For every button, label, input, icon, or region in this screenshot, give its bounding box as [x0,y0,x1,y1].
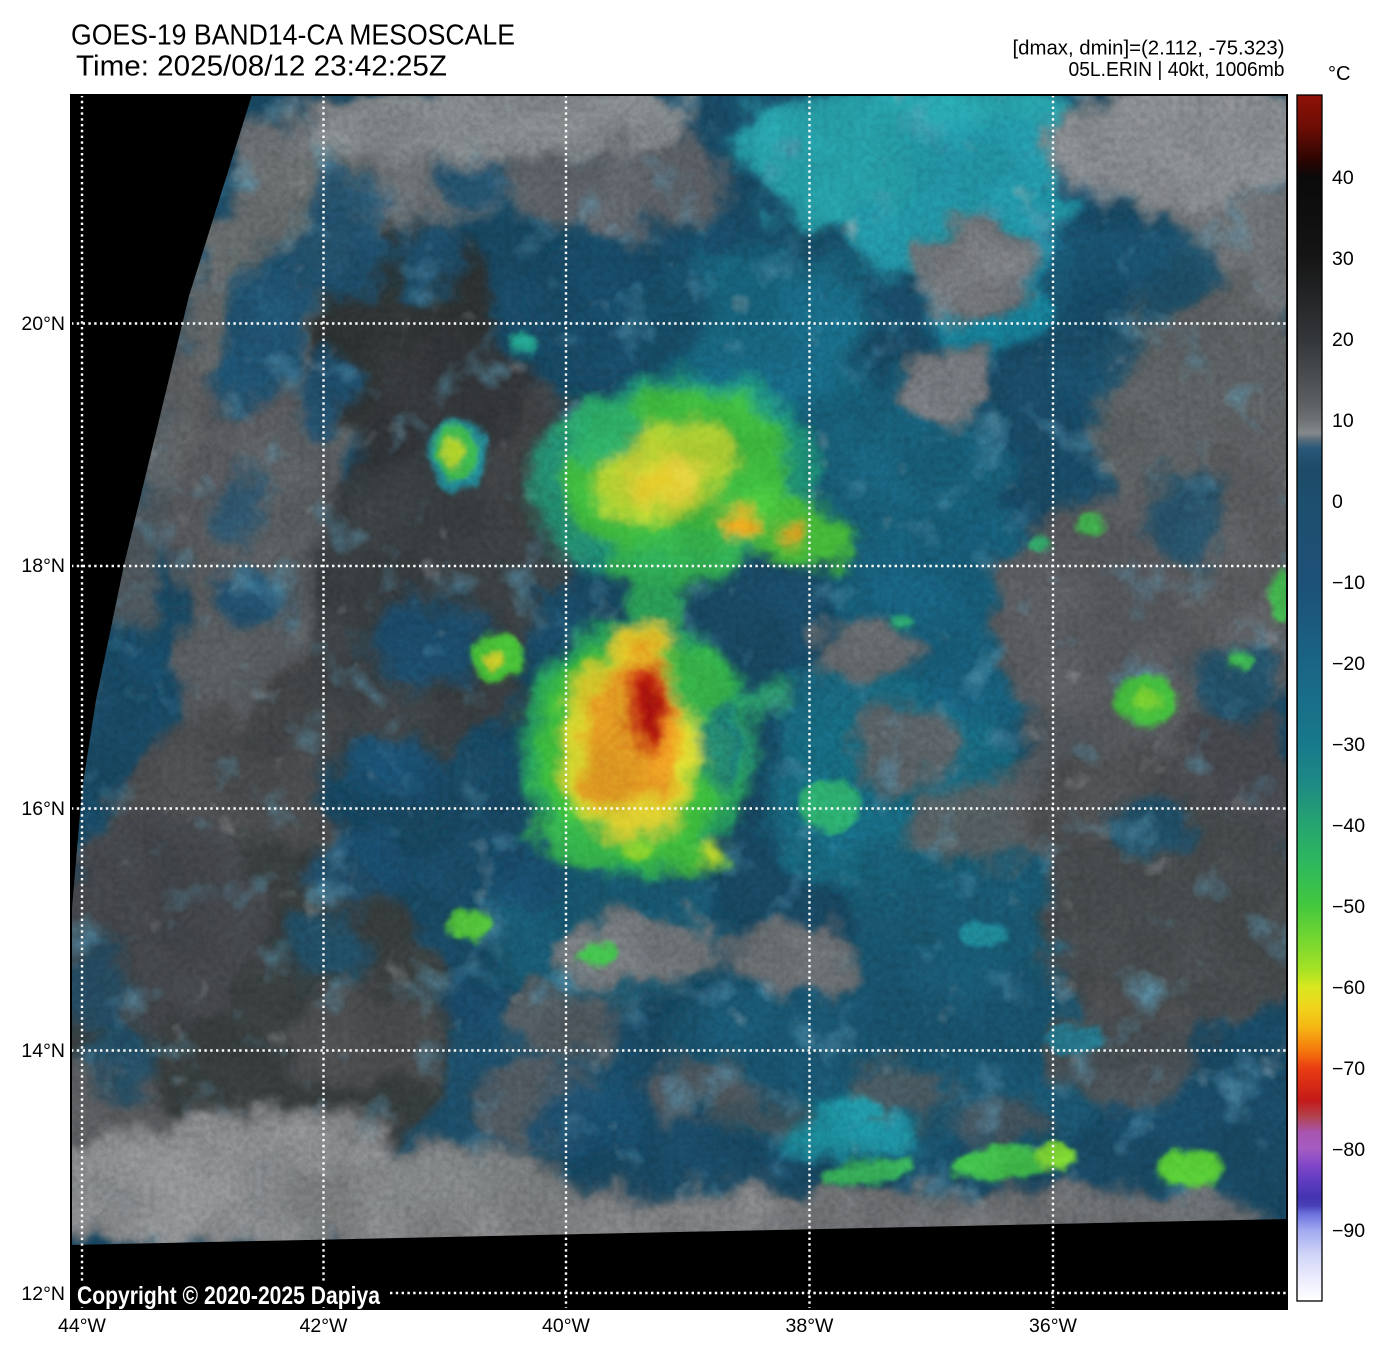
svg-text:−30: −30 [1332,734,1365,756]
svg-text:−90: −90 [1332,1220,1365,1242]
svg-text:−10: −10 [1332,572,1365,594]
svg-text:Time: 2025/08/12 23:42:25Z: Time: 2025/08/12 23:42:25Z [76,51,447,83]
svg-text:20°N: 20°N [21,313,65,335]
svg-text:36°W: 36°W [1029,1315,1077,1337]
svg-text:0: 0 [1332,491,1343,513]
svg-text:10: 10 [1332,410,1354,432]
svg-text:−60: −60 [1332,977,1365,999]
svg-text:−70: −70 [1332,1058,1365,1080]
svg-text:[dmax, dmin]=(2.112, -75.323): [dmax, dmin]=(2.112, -75.323) [1013,38,1285,60]
svg-text:05L.ERIN | 40kt, 1006mb: 05L.ERIN | 40kt, 1006mb [1069,59,1285,81]
svg-text:−40: −40 [1332,815,1365,837]
svg-text:14°N: 14°N [21,1040,65,1062]
svg-text:18°N: 18°N [21,555,65,577]
svg-text:20: 20 [1332,329,1354,351]
svg-text:−80: −80 [1332,1139,1365,1161]
svg-text:42°W: 42°W [300,1315,348,1337]
svg-text:°C: °C [1328,63,1350,85]
svg-text:40°W: 40°W [542,1315,590,1337]
svg-text:40: 40 [1332,167,1354,189]
svg-text:GOES-19 BAND14-CA MESOSCALE: GOES-19 BAND14-CA MESOSCALE [71,20,515,52]
svg-text:−50: −50 [1332,896,1365,918]
svg-text:44°W: 44°W [58,1315,106,1337]
svg-text:38°W: 38°W [786,1315,834,1337]
svg-text:12°N: 12°N [21,1283,65,1305]
svg-text:30: 30 [1332,248,1354,270]
svg-text:Copyright © 2020-2025 Dapiya: Copyright © 2020-2025 Dapiya [77,1282,381,1310]
svg-text:16°N: 16°N [21,798,65,820]
svg-text:−20: −20 [1332,653,1365,675]
